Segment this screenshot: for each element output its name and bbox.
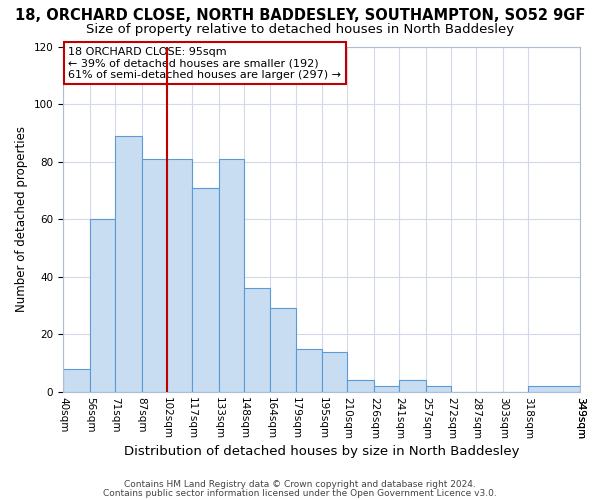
Bar — [322, 352, 347, 392]
Text: 18, ORCHARD CLOSE, NORTH BADDESLEY, SOUTHAMPTON, SO52 9GF: 18, ORCHARD CLOSE, NORTH BADDESLEY, SOUT… — [15, 8, 585, 22]
Text: 18 ORCHARD CLOSE: 95sqm
← 39% of detached houses are smaller (192)
61% of semi-d: 18 ORCHARD CLOSE: 95sqm ← 39% of detache… — [68, 46, 341, 80]
Bar — [426, 386, 451, 392]
Text: Contains HM Land Registry data © Crown copyright and database right 2024.: Contains HM Land Registry data © Crown c… — [124, 480, 476, 489]
Bar — [296, 349, 322, 392]
Bar — [192, 188, 218, 392]
Bar — [528, 386, 580, 392]
Bar — [63, 369, 90, 392]
Bar — [115, 136, 142, 392]
Bar — [271, 308, 296, 392]
Text: Contains public sector information licensed under the Open Government Licence v3: Contains public sector information licen… — [103, 488, 497, 498]
Text: Size of property relative to detached houses in North Baddesley: Size of property relative to detached ho… — [86, 22, 514, 36]
Bar — [347, 380, 374, 392]
Bar — [142, 159, 167, 392]
Bar — [244, 288, 271, 392]
Bar — [400, 380, 426, 392]
Bar — [374, 386, 400, 392]
Bar — [167, 159, 192, 392]
Bar — [218, 159, 244, 392]
Bar — [90, 219, 115, 392]
Y-axis label: Number of detached properties: Number of detached properties — [15, 126, 28, 312]
X-axis label: Distribution of detached houses by size in North Baddesley: Distribution of detached houses by size … — [124, 444, 519, 458]
